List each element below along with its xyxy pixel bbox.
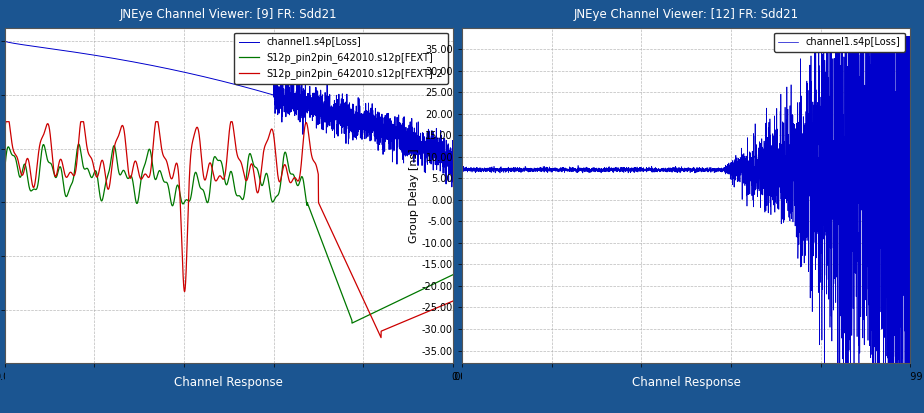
S12p_pin2pin_642010.s12p[FEXT]-2 [447, 299, 458, 304]
Line: S12p_pin2pin_642010.s12p[FEXT]: S12p_pin2pin_642010.s12p[FEXT] [5, 144, 453, 323]
Text: JNEye Channel Viewer: [9] FR: Sdd21: JNEye Channel Viewer: [9] FR: Sdd21 [120, 8, 337, 21]
S12p_pin2pin_642010.s12p[FEXT]-2 [191, 125, 202, 130]
channel1.s4p[Loss] [433, 153, 444, 158]
Y-axis label: Group Delay [ns]: Group Delay [ns] [409, 148, 419, 243]
channel1.s4p[Loss] [791, 188, 802, 193]
channel1.s4p[Loss] [819, 361, 830, 366]
channel1.s4p[Loss] [825, 102, 836, 107]
channel1.s4p[Loss] [0, 39, 10, 44]
channel1.s4p[Loss] [212, 78, 223, 83]
S12p_pin2pin_642010.s12p[FEXT]-2 [433, 304, 444, 309]
X-axis label: Frequency (GHz): Frequency (GHz) [182, 385, 275, 395]
channel1.s4p[Loss] [411, 138, 422, 143]
Legend: channel1.s4p[Loss]: channel1.s4p[Loss] [773, 33, 906, 52]
S12p_pin2pin_642010.s12p[FEXT] [0, 168, 10, 173]
channel1.s4p[Loss] [447, 164, 458, 169]
Line: channel1.s4p[Loss]: channel1.s4p[Loss] [462, 36, 910, 363]
S12p_pin2pin_642010.s12p[FEXT] [346, 320, 358, 325]
S12p_pin2pin_642010.s12p[FEXT] [433, 279, 444, 284]
S12p_pin2pin_642010.s12p[FEXT] [324, 261, 335, 266]
S12p_pin2pin_642010.s12p[FEXT] [191, 171, 202, 176]
channel1.s4p[Loss] [456, 167, 468, 172]
Text: Channel Response: Channel Response [632, 376, 740, 389]
S12p_pin2pin_642010.s12p[FEXT]-2 [0, 130, 10, 135]
channel1.s4p[Loss] [446, 185, 457, 190]
Text: Channel Response: Channel Response [175, 376, 283, 389]
channel1.s4p[Loss] [191, 73, 202, 78]
S12p_pin2pin_642010.s12p[FEXT]-2 [213, 176, 224, 181]
channel1.s4p[Loss] [188, 72, 199, 77]
channel1.s4p[Loss] [538, 169, 549, 173]
channel1.s4p[Loss] [905, 34, 916, 39]
channel1.s4p[Loss] [324, 115, 335, 120]
S12p_pin2pin_642010.s12p[FEXT] [411, 290, 422, 294]
Legend: channel1.s4p[Loss], S12p_pin2pin_642010.s12p[FEXT], S12p_pin2pin_642010.s12p[FEX: channel1.s4p[Loss], S12p_pin2pin_642010.… [235, 33, 448, 84]
S12p_pin2pin_642010.s12p[FEXT]-2 [188, 137, 199, 142]
S12p_pin2pin_642010.s12p[FEXT]-2 [375, 335, 386, 340]
S12p_pin2pin_642010.s12p[FEXT]-2 [411, 314, 422, 319]
S12p_pin2pin_642010.s12p[FEXT]-2 [324, 225, 335, 230]
S12p_pin2pin_642010.s12p[FEXT] [213, 158, 224, 163]
channel1.s4p[Loss] [809, 34, 821, 39]
S12p_pin2pin_642010.s12p[FEXT]-2 [0, 119, 11, 124]
Line: channel1.s4p[Loss]: channel1.s4p[Loss] [5, 41, 453, 187]
channel1.s4p[Loss] [748, 131, 759, 136]
S12p_pin2pin_642010.s12p[FEXT] [447, 272, 458, 277]
channel1.s4p[Loss] [627, 166, 638, 171]
channel1.s4p[Loss] [725, 165, 736, 170]
Text: JNEye Channel Viewer: [12] FR: Sdd21: JNEye Channel Viewer: [12] FR: Sdd21 [574, 8, 798, 21]
S12p_pin2pin_642010.s12p[FEXT] [188, 181, 199, 186]
S12p_pin2pin_642010.s12p[FEXT] [73, 142, 84, 147]
Line: S12p_pin2pin_642010.s12p[FEXT]-2: S12p_pin2pin_642010.s12p[FEXT]-2 [5, 122, 453, 337]
X-axis label: Frequency (GHz): Frequency (GHz) [639, 385, 733, 395]
